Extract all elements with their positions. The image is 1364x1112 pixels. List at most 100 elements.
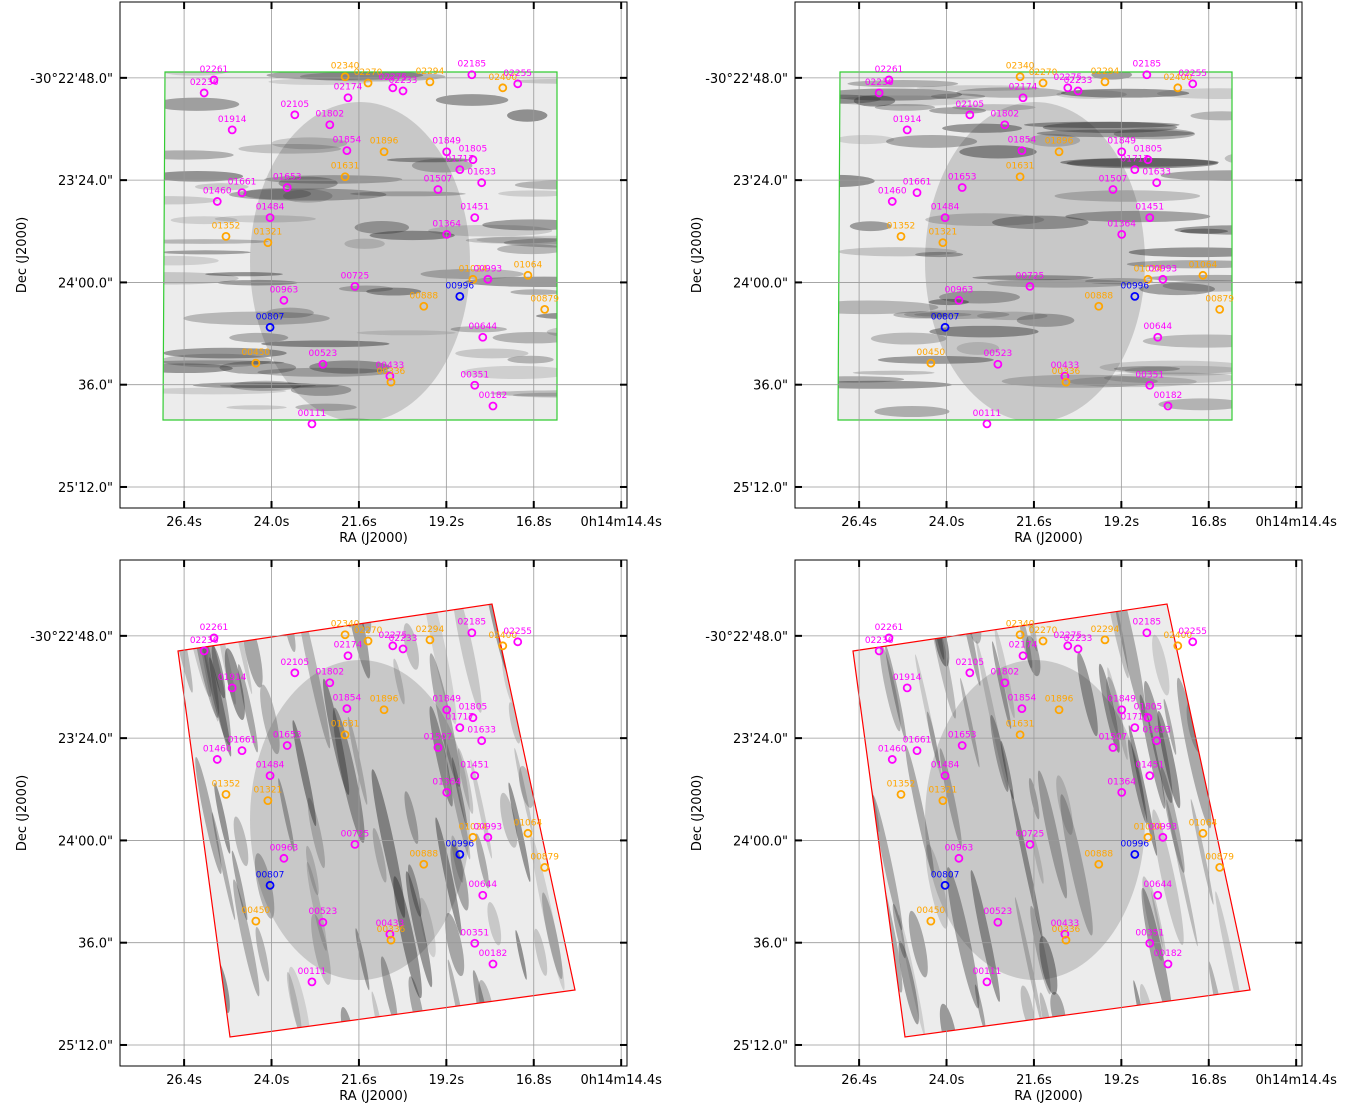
source-label: 01484 xyxy=(931,203,960,213)
streak xyxy=(857,1014,868,1037)
streak xyxy=(959,145,1037,159)
source-marker xyxy=(1142,70,1152,80)
streak xyxy=(237,664,258,753)
streak xyxy=(508,782,531,882)
source-marker xyxy=(1143,274,1153,284)
source-marker xyxy=(1054,147,1064,157)
x-tick-label: 16.8s xyxy=(1191,515,1227,530)
streak xyxy=(229,188,387,201)
source-marker xyxy=(470,380,480,390)
source-label: 01633 xyxy=(467,168,496,178)
streak xyxy=(393,658,405,705)
source-label: 02236 xyxy=(190,78,219,88)
streak xyxy=(170,216,238,225)
streak xyxy=(977,311,1048,321)
source-label: 01661 xyxy=(903,178,932,188)
source-label: 00351 xyxy=(1135,370,1164,380)
source-marker xyxy=(1063,83,1073,93)
streak xyxy=(455,348,529,359)
streak xyxy=(849,43,910,55)
streak xyxy=(408,864,422,917)
streak xyxy=(976,640,1009,790)
source-label: 02233 xyxy=(389,76,418,86)
source-marker xyxy=(318,359,328,369)
source-label: 02270 xyxy=(1029,68,1058,78)
streak xyxy=(205,272,283,277)
streak xyxy=(853,898,863,972)
source-label: 02275 xyxy=(1053,73,1082,83)
source-label: 02174 xyxy=(1009,83,1038,93)
streak xyxy=(960,678,980,768)
source-marker xyxy=(1163,959,1173,969)
streak xyxy=(271,137,348,150)
source-label: 01451 xyxy=(460,761,489,771)
source-marker xyxy=(1025,281,1035,291)
streak xyxy=(838,376,905,383)
streak xyxy=(372,828,387,883)
source-marker xyxy=(227,125,237,135)
streak xyxy=(1158,398,1232,411)
streak xyxy=(322,678,350,795)
streak xyxy=(366,287,422,296)
streak xyxy=(530,835,565,991)
source-marker xyxy=(388,641,398,651)
streak xyxy=(1141,887,1173,1024)
source-label: 00993 xyxy=(1149,822,1178,832)
source-marker xyxy=(1015,730,1025,740)
streak xyxy=(429,653,461,787)
source-marker xyxy=(938,238,948,248)
source-label: 01321 xyxy=(929,786,958,796)
source-marker xyxy=(965,668,975,678)
source-label: 02400 xyxy=(488,631,517,641)
streak xyxy=(903,462,996,468)
source-label: 00433 xyxy=(376,361,405,371)
source-marker xyxy=(498,641,508,651)
source-label: 00351 xyxy=(460,370,489,380)
streak xyxy=(1099,360,1232,375)
source-marker xyxy=(340,172,350,182)
source-marker xyxy=(379,147,389,157)
source-label: 02233 xyxy=(389,634,418,644)
source-label: 01024 xyxy=(459,822,488,832)
streak xyxy=(429,706,453,807)
streak xyxy=(243,188,312,200)
source-marker xyxy=(237,188,247,198)
source-label: 01653 xyxy=(948,173,977,183)
diffuse-glow xyxy=(925,102,1145,420)
streak xyxy=(1103,372,1232,384)
streak xyxy=(307,797,325,869)
source-label: 00523 xyxy=(984,349,1013,359)
streak xyxy=(489,390,557,397)
source-marker xyxy=(1188,637,1198,647)
streak xyxy=(1156,50,1296,64)
streak xyxy=(1107,667,1128,760)
streak xyxy=(163,255,219,266)
streak xyxy=(1220,39,1272,49)
source-marker xyxy=(468,155,478,165)
streak xyxy=(1244,653,1250,741)
source-marker xyxy=(926,358,936,368)
streak xyxy=(219,361,297,375)
diffuse-glow xyxy=(250,660,470,980)
source-marker xyxy=(902,125,912,135)
source-marker xyxy=(343,93,353,103)
source-marker xyxy=(467,628,477,638)
streak xyxy=(552,604,575,695)
source-marker xyxy=(1017,146,1027,155)
source-label: 00523 xyxy=(309,349,338,359)
source-marker xyxy=(350,281,360,291)
source-marker xyxy=(523,828,533,838)
source-label: 02185 xyxy=(458,60,487,70)
streak xyxy=(1124,427,1261,439)
source-marker xyxy=(279,853,289,863)
streak xyxy=(1060,794,1093,936)
axes-frame xyxy=(794,1,1303,509)
x-tick-label: 16.8s xyxy=(516,515,552,530)
streak xyxy=(450,326,507,333)
source-marker xyxy=(1142,628,1152,638)
source-label: 00433 xyxy=(1051,919,1080,929)
x-tick-label: 21.6s xyxy=(341,515,377,530)
source-label: 01484 xyxy=(256,203,285,213)
image xyxy=(163,72,557,420)
y-tick-label: -30°22'48.0" xyxy=(30,72,113,87)
